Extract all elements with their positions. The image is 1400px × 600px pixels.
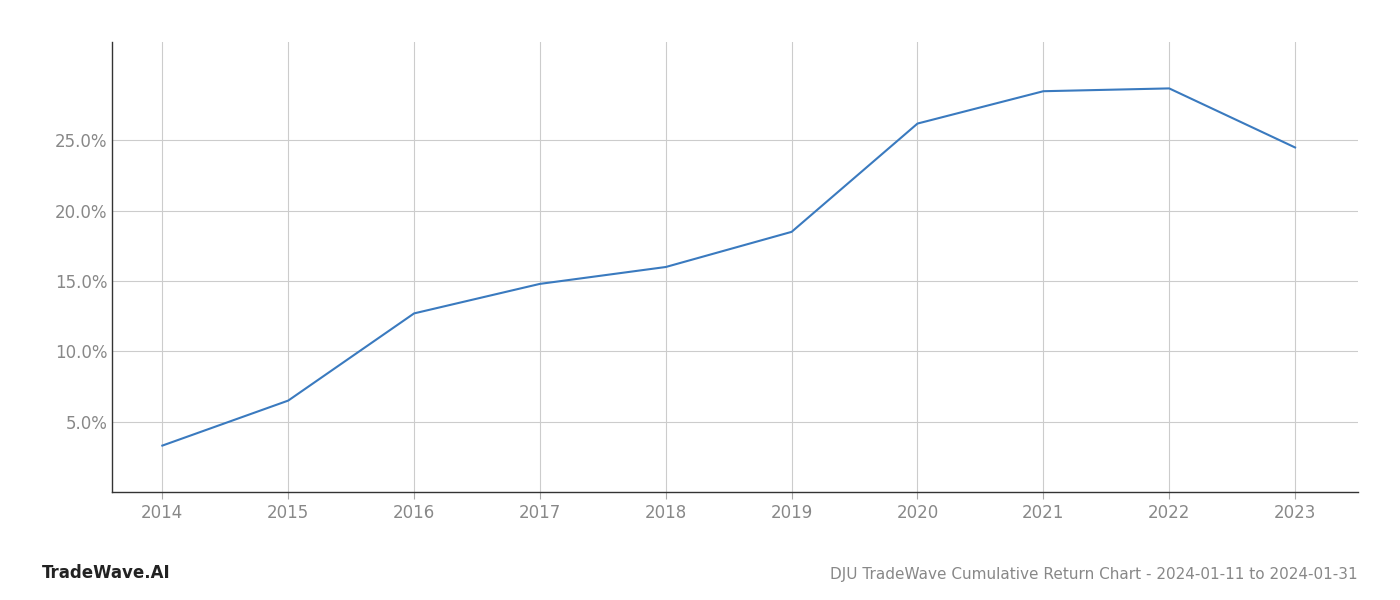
Text: TradeWave.AI: TradeWave.AI: [42, 564, 171, 582]
Text: DJU TradeWave Cumulative Return Chart - 2024-01-11 to 2024-01-31: DJU TradeWave Cumulative Return Chart - …: [830, 567, 1358, 582]
